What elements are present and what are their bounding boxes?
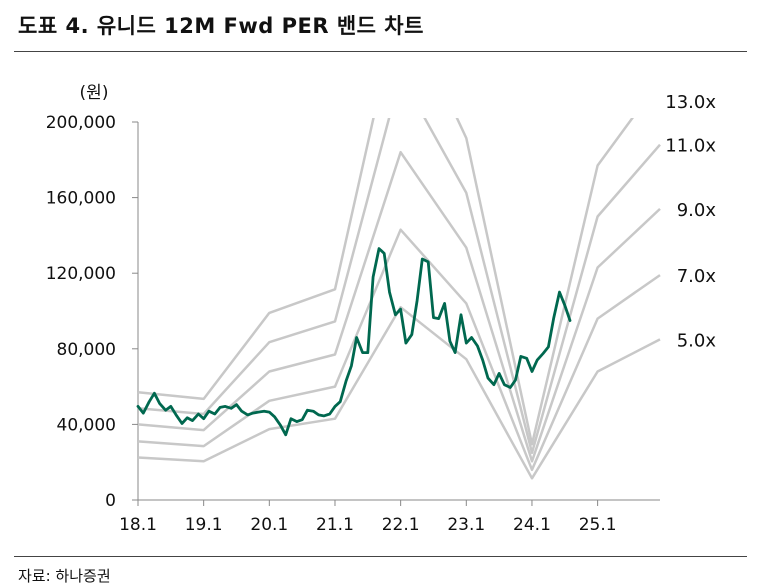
- per-band-label: 7.0x: [677, 266, 717, 287]
- per-bands: [137, 118, 661, 480]
- y-tick-label: 120,000: [46, 264, 116, 284]
- per-band-line: [137, 228, 661, 472]
- per-band-line: [137, 150, 661, 463]
- price-line: [136, 247, 572, 437]
- x-tick-label: 19.1: [185, 515, 223, 535]
- title-divider: [14, 51, 747, 52]
- x-tick-label: 21.1: [316, 515, 354, 535]
- per-band-labels: 5.0x 7.0x 9.0x 11.0x 13.0x: [665, 92, 716, 351]
- per-band-label: 9.0x: [677, 200, 717, 221]
- per-band-label: 11.0x: [665, 136, 716, 157]
- price-series: [136, 247, 572, 437]
- y-axis-unit-label: (원): [80, 83, 109, 103]
- y-tick-label: 0: [105, 491, 116, 511]
- x-tick-label: 23.1: [447, 515, 485, 535]
- per-band-line: [137, 305, 661, 480]
- per-band-label: 13.0x: [665, 92, 716, 113]
- per-band-line: [137, 118, 661, 455]
- y-axis: 0 40,000 80,000 120,000 160,000 200,000: [46, 113, 139, 511]
- per-band-label: 5.0x: [677, 330, 717, 351]
- y-tick-label: 160,000: [46, 189, 116, 209]
- source-note: 자료: 하나증권: [18, 567, 111, 585]
- x-tick-label: 20.1: [250, 515, 288, 535]
- x-tick-label: 25.1: [579, 515, 617, 535]
- y-tick-label: 200,000: [46, 113, 116, 133]
- per-band-chart: (원) 0 40,000 80,000 120,000 160,000 200,000 1…: [46, 83, 717, 535]
- per-band-line: [137, 118, 634, 446]
- x-tick-label: 24.1: [513, 515, 551, 535]
- x-axis: 18.1 19.1 20.1 21.1 22.1 23.1 24.1 25.1: [119, 499, 660, 535]
- y-tick-label: 80,000: [57, 340, 116, 360]
- y-tick-label: 40,000: [57, 415, 116, 435]
- page-title: 도표 4. 유니드 12M Fwd PER 밴드 차트: [18, 14, 424, 38]
- footer-divider: [14, 556, 747, 557]
- x-tick-label: 22.1: [382, 515, 420, 535]
- x-tick-label: 18.1: [119, 515, 157, 535]
